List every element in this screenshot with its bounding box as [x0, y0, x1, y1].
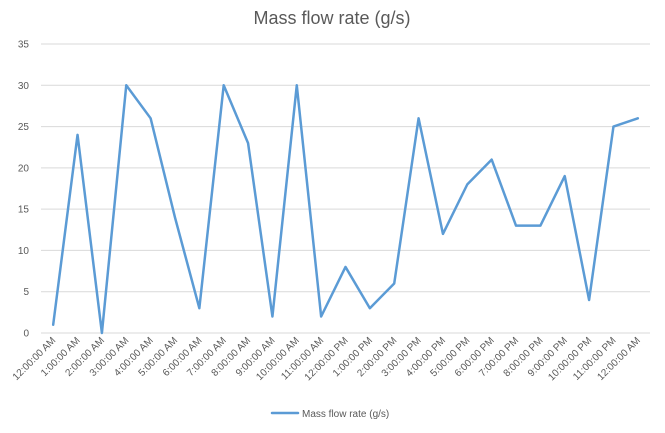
legend: Mass flow rate (g/s) [270, 409, 389, 420]
y-tick-label: 35 [18, 40, 30, 51]
gridlines [41, 43, 650, 334]
y-tick-label: 10 [18, 246, 30, 257]
y-tick-label: 30 [18, 81, 30, 92]
y-tick-label: 25 [18, 122, 30, 133]
y-tick-label: 15 [18, 205, 30, 216]
y-tick-label: 20 [18, 163, 30, 174]
y-axis-ticks: 0 5 10 15 20 25 30 35 [18, 40, 30, 340]
y-tick-label: 5 [23, 287, 29, 298]
x-axis-ticks: 12:00:00 AM1:00:00 AM2:00:00 AM3:00:00 A… [11, 335, 643, 383]
legend-label: Mass flow rate (g/s) [302, 409, 389, 420]
series-line [51, 84, 640, 335]
chart-title: Mass flow rate (g/s) [253, 8, 410, 28]
y-tick-label: 0 [23, 329, 29, 340]
series-layer [51, 84, 640, 335]
